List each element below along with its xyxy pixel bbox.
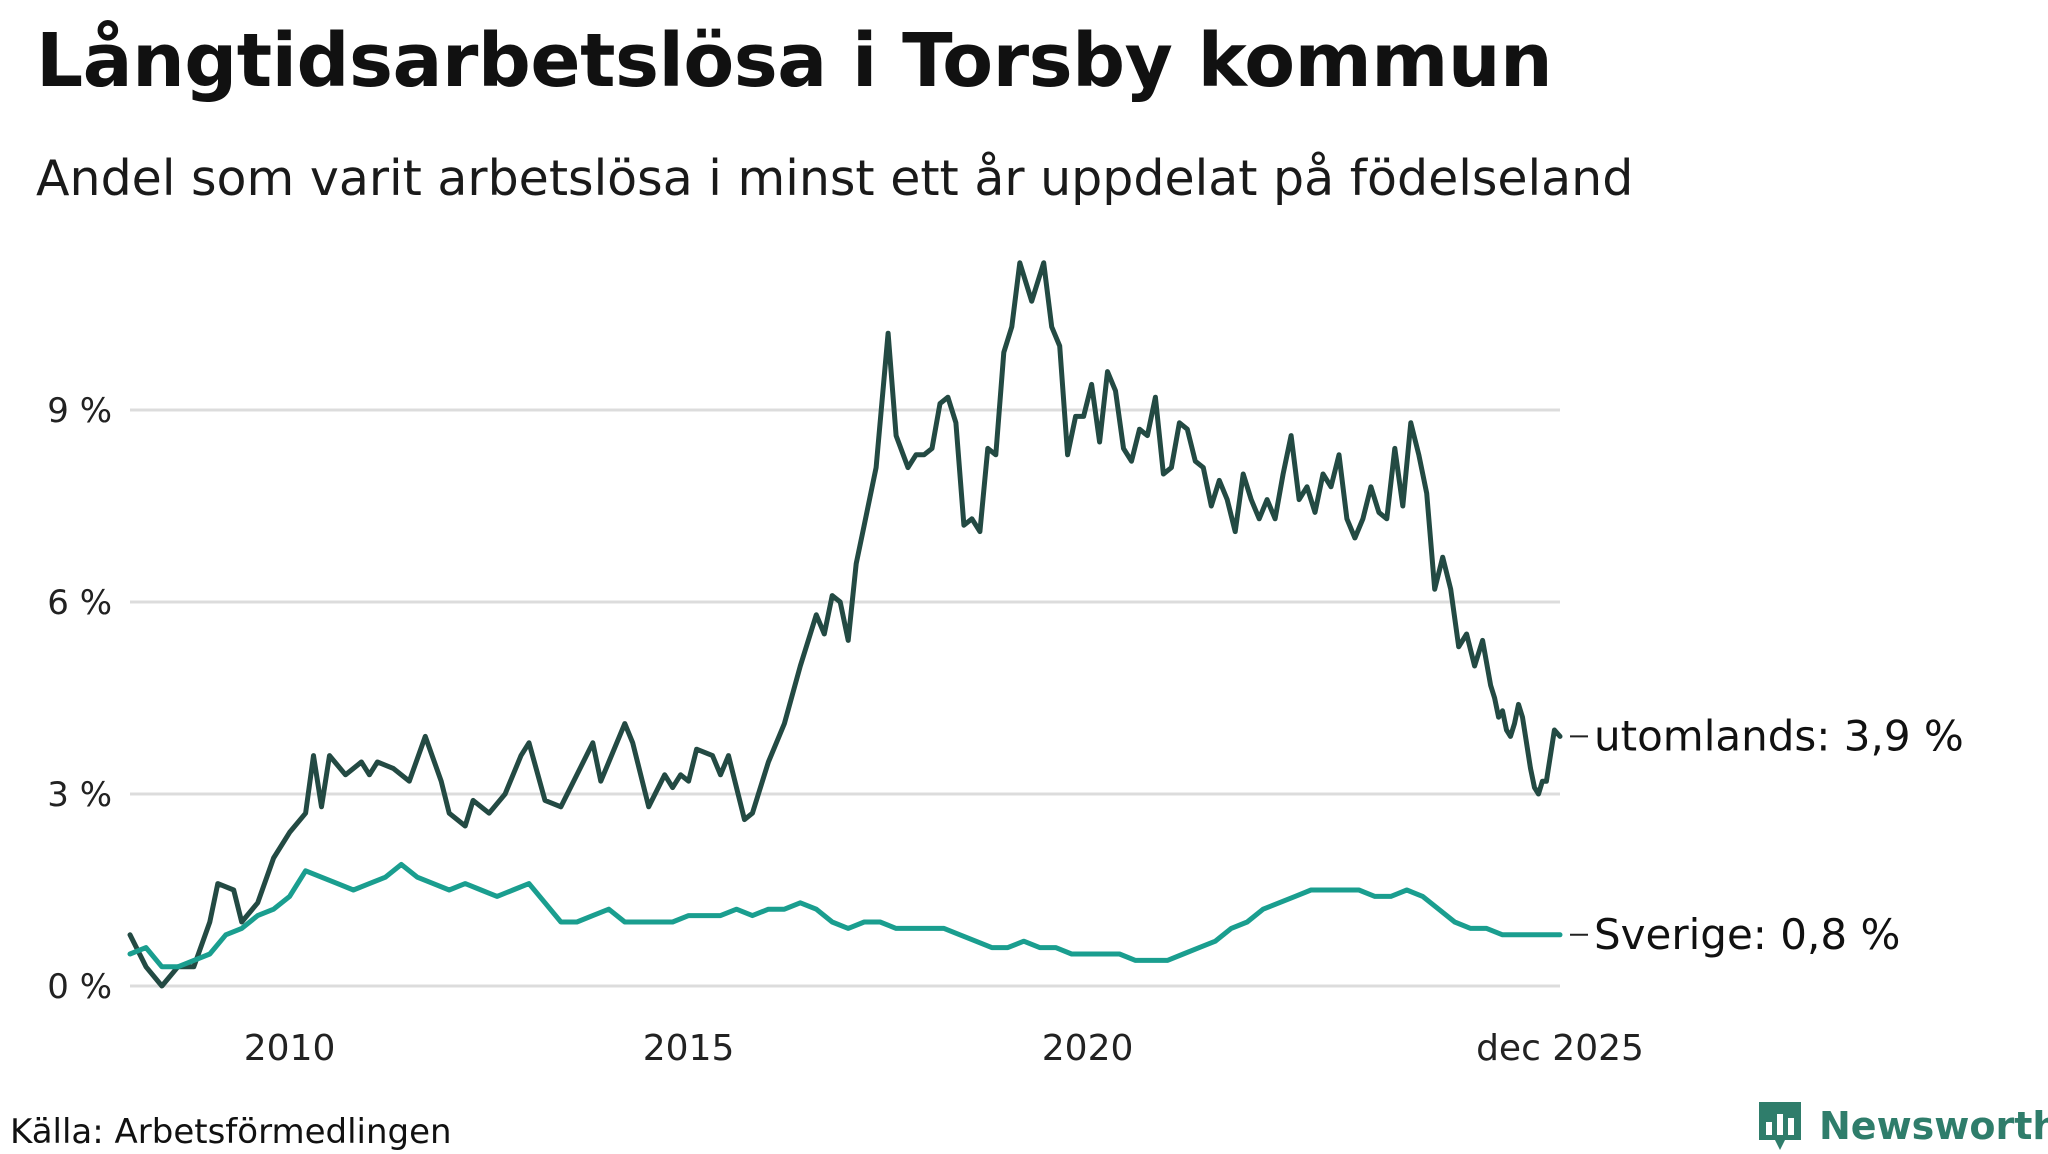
y-tick-label: 9 %: [47, 391, 112, 431]
x-tick-label: dec 2025: [1476, 1028, 1644, 1069]
chart-title: Långtidsarbetslösa i Torsby kommun: [36, 18, 1553, 104]
series-line-utomlands: [127, 260, 1563, 989]
newsworthy-logo-icon: [1759, 1102, 1801, 1150]
series-end-label-sverige: Sverige: 0,8 %: [1594, 910, 1900, 959]
series-end-labels: utomlands: 3,9 % Sverige: 0,8 %: [1570, 711, 1964, 959]
x-axis: 2010 2015 2020 dec 2025: [244, 1028, 1644, 1069]
x-tick-label: 2010: [244, 1028, 336, 1069]
brand-name: Newsworthy: [1819, 1104, 2048, 1148]
series-lines: [127, 260, 1563, 989]
y-axis: 0 % 3 % 6 % 9 %: [47, 391, 112, 1007]
series-line-sverige: [127, 861, 1563, 970]
series-end-label-utomlands: utomlands: 3,9 %: [1594, 711, 1964, 760]
brand-logo: Newsworthy: [1755, 1098, 2048, 1154]
y-tick-label: 0 %: [47, 967, 112, 1007]
x-tick-label: 2015: [643, 1028, 735, 1069]
gridlines: [130, 408, 1560, 988]
chart-subtitle: Andel som varit arbetslösa i minst ett å…: [36, 150, 1634, 207]
y-tick-label: 3 %: [47, 775, 112, 815]
source-note: Källa: Arbetsförmedlingen: [10, 1112, 452, 1152]
x-tick-label: 2020: [1042, 1028, 1134, 1069]
y-tick-label: 6 %: [47, 583, 112, 623]
